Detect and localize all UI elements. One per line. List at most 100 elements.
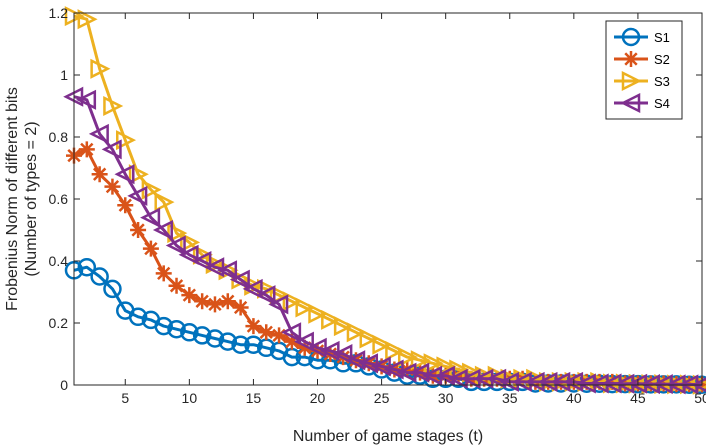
- data-point-S4: [665, 374, 686, 395]
- data-point-S4: [306, 337, 327, 358]
- data-point-S3: [423, 353, 444, 374]
- data-point-S3: [410, 350, 431, 371]
- legend-entry-S4: S4: [614, 92, 670, 114]
- data-point-S2: [117, 197, 134, 214]
- axis-layer: 5 10 15 20 25 30 35 40 45 50 0 0.2 0.4 0.6 0.8 1 1.2: [49, 5, 706, 406]
- data-point-S3: [116, 130, 137, 151]
- data-point-S2: [142, 240, 159, 257]
- legend-label: S2: [654, 52, 670, 67]
- x-tick-label: 20: [310, 390, 326, 406]
- data-point-S4: [191, 250, 212, 272]
- data-point-S3: [308, 303, 329, 324]
- data-point-S1: [180, 323, 199, 342]
- data-point-S4: [614, 373, 635, 394]
- data-point-S3: [180, 232, 201, 253]
- data-point-S4: [114, 164, 135, 185]
- legend-label: S4: [654, 96, 670, 111]
- data-point-S4: [165, 235, 186, 256]
- series-S4: [63, 86, 706, 395]
- data-point-S4: [498, 371, 520, 392]
- legend-label: S3: [654, 74, 670, 89]
- data-point-S4: [473, 368, 494, 389]
- data-point-S4: [460, 368, 481, 389]
- x-tick-label: 40: [566, 390, 582, 406]
- data-point-S3: [359, 328, 380, 349]
- data-point-S4: [550, 371, 571, 392]
- data-point-S4: [422, 365, 443, 386]
- data-point-S4: [293, 331, 314, 352]
- y-tick-label: 0: [60, 377, 68, 393]
- data-point-S2: [91, 166, 108, 183]
- data-point-S4: [319, 340, 340, 361]
- data-point-S4: [178, 244, 199, 265]
- data-point-S3: [154, 192, 175, 213]
- data-point-S3: [77, 9, 98, 30]
- data-point-S4: [524, 371, 545, 392]
- data-point-S4: [447, 368, 468, 389]
- y-tick-label: 0.2: [49, 315, 69, 331]
- data-point-S4: [76, 89, 97, 110]
- data-point-S4: [268, 294, 289, 315]
- data-point-S3: [372, 334, 393, 355]
- data-point-S3: [295, 297, 316, 318]
- x-axis-label: Number of game stages (t): [293, 428, 483, 445]
- data-point-S4: [140, 207, 161, 228]
- data-point-S4: [229, 269, 250, 290]
- y-tick-label: 0.8: [49, 129, 69, 145]
- data-point-S3: [103, 95, 124, 117]
- data-point-S2: [232, 299, 249, 316]
- y-tick-label: 0.6: [49, 191, 69, 207]
- y-tick-label: 0.4: [49, 253, 69, 269]
- data-point-S1: [205, 329, 225, 348]
- data-point-S2: [258, 324, 275, 341]
- x-tick-label: 5: [121, 390, 129, 406]
- legend-entry-S2: S2: [614, 51, 670, 67]
- y-axis-label-line-2: (Number of types = 2): [23, 121, 40, 276]
- legend-entry-S3: S3: [614, 70, 670, 92]
- data-point-S4: [101, 139, 122, 160]
- data-point-S4: [639, 374, 660, 395]
- data-point-S3: [192, 244, 213, 265]
- data-point-S1: [77, 257, 97, 277]
- data-point-S4: [345, 350, 366, 371]
- x-tick-label: 10: [182, 390, 198, 406]
- data-point-S4: [396, 362, 417, 383]
- data-point-S2: [104, 178, 121, 195]
- y-tick-label: 1.2: [49, 5, 69, 21]
- data-point-S1: [244, 335, 263, 354]
- data-point-S2: [78, 141, 95, 158]
- data-point-S4: [281, 322, 302, 343]
- data-point-S4: [588, 373, 609, 394]
- data-point-S3: [590, 371, 611, 392]
- data-point-S1: [90, 267, 109, 286]
- data-point-S2: [283, 333, 300, 350]
- data-point-S4: [88, 123, 109, 144]
- data-point-S2: [181, 287, 198, 304]
- data-point-S2: [155, 265, 172, 282]
- y-tick-label: 1: [60, 67, 68, 83]
- data-point-S3: [256, 278, 278, 299]
- data-point-S4: [575, 373, 596, 394]
- legend-swatch-marker: [620, 92, 641, 114]
- data-point-S1: [103, 279, 122, 299]
- y-axis-label-line-1: Frobenius Norm of different bits: [4, 87, 21, 311]
- x-tick-label: 35: [502, 390, 518, 406]
- x-tick-label: 50: [694, 390, 706, 406]
- data-point-S2: [194, 293, 211, 310]
- data-point-S4: [409, 362, 430, 383]
- data-point-S4: [370, 356, 391, 377]
- data-point-S3: [128, 164, 149, 185]
- data-point-S3: [385, 340, 406, 361]
- legend-swatch-marker: [623, 51, 639, 67]
- x-tick-label: 30: [438, 390, 454, 406]
- data-point-S3: [167, 223, 188, 244]
- data-point-S2: [604, 373, 621, 390]
- data-point-S4: [127, 185, 148, 206]
- data-point-S2: [130, 222, 147, 238]
- data-point-S2: [219, 293, 236, 310]
- data-point-S4: [204, 257, 225, 278]
- data-point-S1: [167, 319, 186, 339]
- data-point-S2: [271, 327, 288, 344]
- data-point-S4: [332, 343, 353, 365]
- data-point-S4: [152, 219, 173, 241]
